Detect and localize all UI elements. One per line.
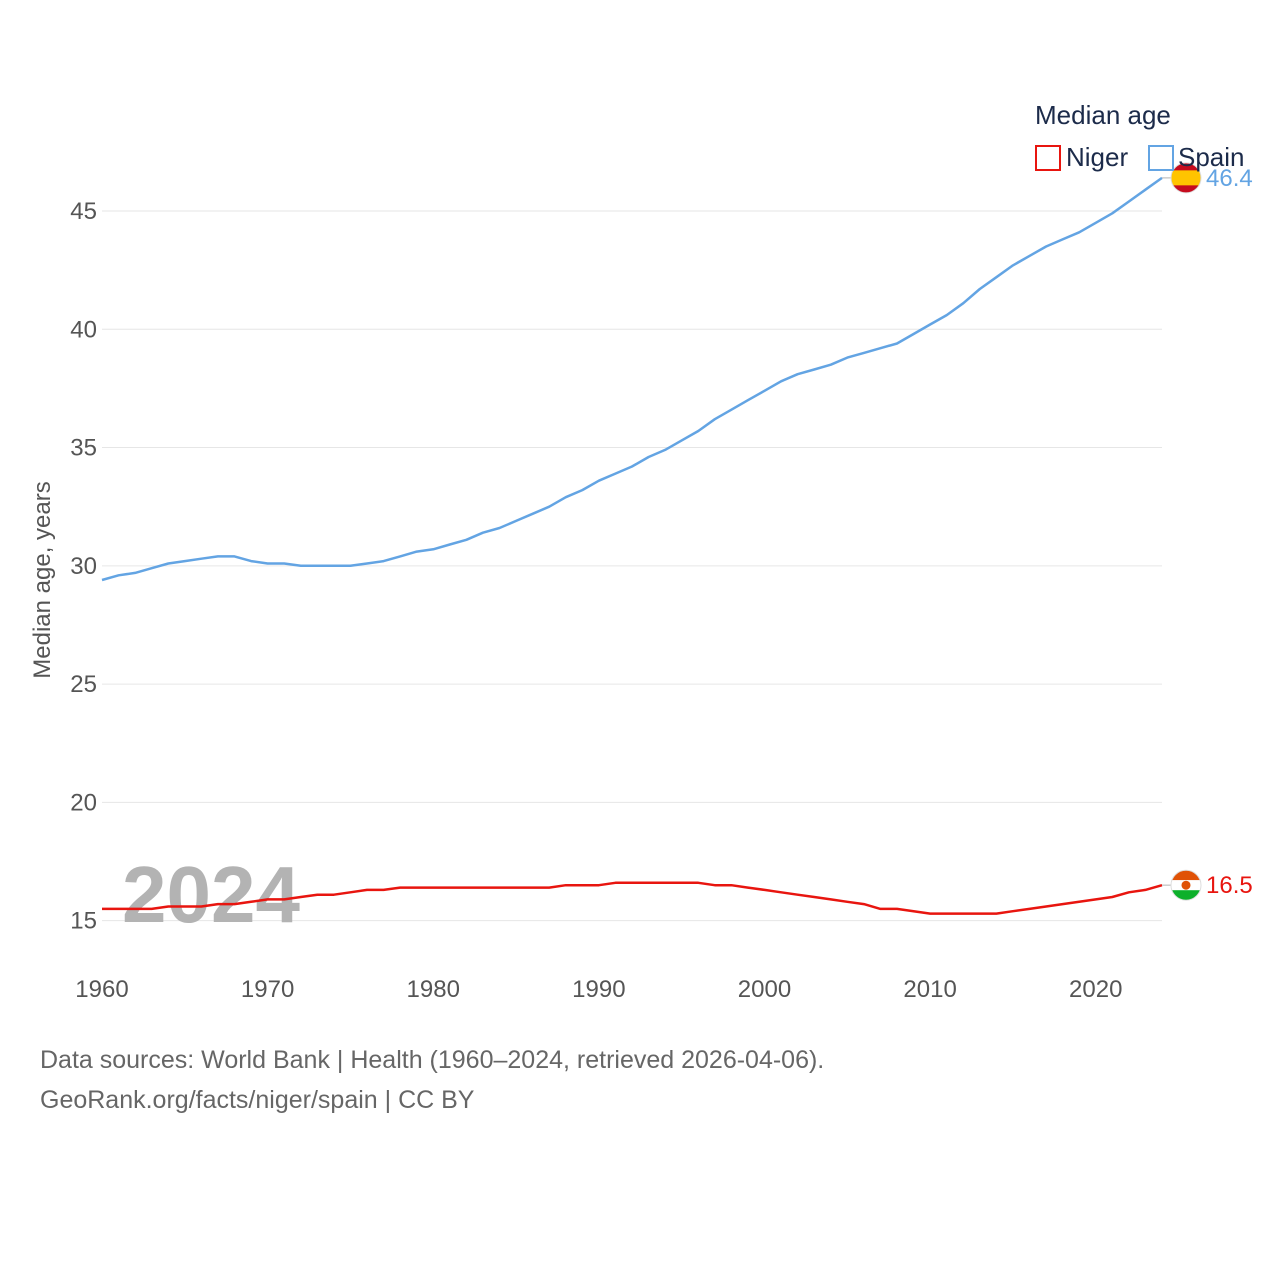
y-tick-label: 40 xyxy=(70,316,97,343)
y-tick-label: 35 xyxy=(70,435,97,462)
legend-swatch-niger xyxy=(1035,145,1061,171)
legend-label-spain: Spain xyxy=(1178,142,1245,172)
legend-swatch-spain xyxy=(1148,145,1174,171)
y-tick-label: 45 xyxy=(70,198,97,225)
niger-flag-icon xyxy=(1170,869,1202,901)
series-line-spain[interactable] xyxy=(101,176,1163,582)
x-tick-label: 2010 xyxy=(903,976,956,1003)
x-axis-ticks: 1960 1970 1980 1990 2000 2010 2020 xyxy=(75,976,1122,1003)
series-layer xyxy=(101,176,1163,915)
end-value-label-spain: 46.4 xyxy=(1206,165,1253,192)
watermark-layer: 2024 xyxy=(122,850,300,939)
y-tick-label: 30 xyxy=(70,553,97,580)
y-tick-label: 25 xyxy=(70,671,97,698)
x-tick-label: 1990 xyxy=(572,976,625,1003)
legend-title: Median age xyxy=(1035,100,1171,130)
y-tick-label: 20 xyxy=(70,789,97,816)
legend: Median age Niger Spain xyxy=(1035,100,1245,172)
legend-item-spain[interactable]: Spain xyxy=(1148,142,1245,172)
end-value-label-niger: 16.5 xyxy=(1206,872,1253,899)
footer: Data sources: World Bank | Health (1960–… xyxy=(40,1040,824,1120)
y-axis-label: Median age, years xyxy=(29,481,56,678)
y-axis-ticks: 15 20 25 30 35 40 45 xyxy=(70,198,97,935)
y-tick-label: 15 xyxy=(70,908,97,935)
legend-label-niger: Niger xyxy=(1066,142,1128,172)
x-tick-label: 1980 xyxy=(407,976,460,1003)
x-tick-label: 2000 xyxy=(738,976,791,1003)
line-chart: 2024 15 20 25 30 35 40 45 1960 1970 1980 1990 2000… xyxy=(29,100,1253,1003)
grid xyxy=(102,210,1162,922)
legend-item-niger[interactable]: Niger xyxy=(1035,142,1128,172)
year-watermark: 2024 xyxy=(122,850,300,939)
source-link[interactable]: GeoRank.org/facts/niger/spain | CC BY xyxy=(40,1086,475,1114)
series-line-niger[interactable] xyxy=(102,881,1163,915)
x-tick-label: 2020 xyxy=(1069,976,1122,1003)
x-tick-label: 1970 xyxy=(241,976,294,1003)
data-source-note: Data sources: World Bank | Health (1960–… xyxy=(40,1046,825,1074)
x-tick-label: 1960 xyxy=(75,976,128,1003)
spain-flag-icon xyxy=(1170,162,1202,194)
end-markers: 16.5 46.4 xyxy=(1162,162,1253,901)
